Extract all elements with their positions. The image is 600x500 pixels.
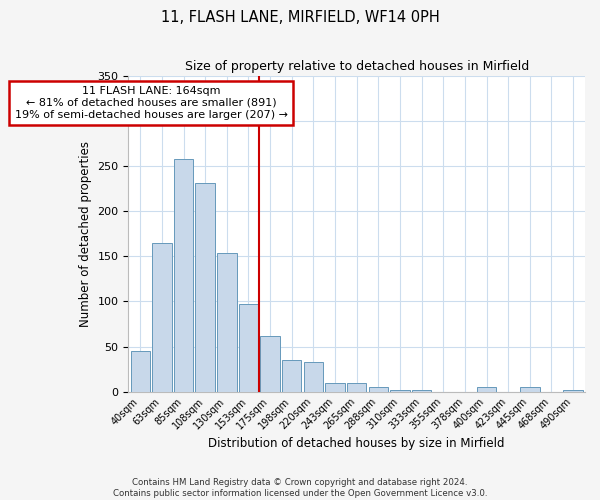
Text: 11, FLASH LANE, MIRFIELD, WF14 0PH: 11, FLASH LANE, MIRFIELD, WF14 0PH — [161, 10, 439, 25]
Bar — [196, 183, 215, 392]
Bar — [347, 382, 367, 392]
Text: Contains HM Land Registry data © Crown copyright and database right 2024.
Contai: Contains HM Land Registry data © Crown c… — [113, 478, 487, 498]
Bar — [282, 360, 301, 392]
Bar — [563, 390, 583, 392]
Bar — [368, 387, 388, 392]
Y-axis label: Number of detached properties: Number of detached properties — [79, 140, 92, 326]
Bar — [174, 158, 193, 392]
Title: Size of property relative to detached houses in Mirfield: Size of property relative to detached ho… — [185, 60, 529, 73]
Bar — [477, 387, 496, 392]
Text: 11 FLASH LANE: 164sqm
← 81% of detached houses are smaller (891)
19% of semi-det: 11 FLASH LANE: 164sqm ← 81% of detached … — [14, 86, 287, 120]
Bar — [520, 387, 539, 392]
Bar — [131, 351, 150, 392]
Bar — [412, 390, 431, 392]
Bar — [152, 242, 172, 392]
Bar — [304, 362, 323, 392]
X-axis label: Distribution of detached houses by size in Mirfield: Distribution of detached houses by size … — [208, 437, 505, 450]
Bar — [217, 254, 236, 392]
Bar — [260, 336, 280, 392]
Bar — [239, 304, 258, 392]
Bar — [390, 390, 410, 392]
Bar — [325, 382, 345, 392]
